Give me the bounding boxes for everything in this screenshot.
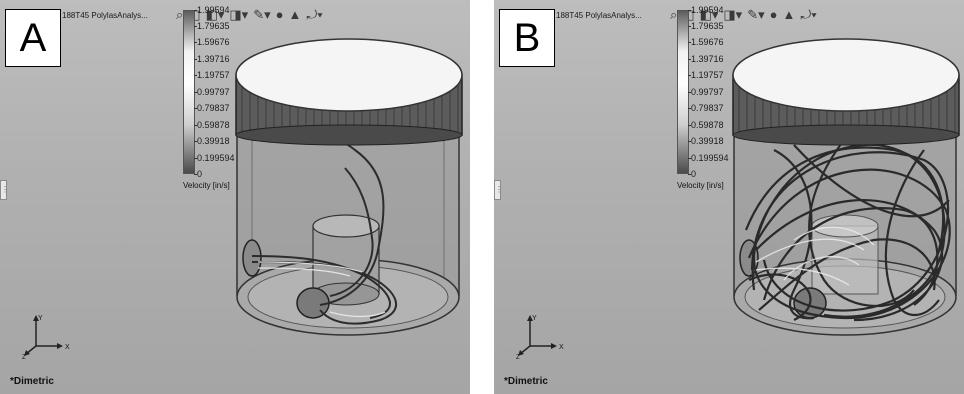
viewport-panel-b[interactable]: B 188T45 PolylasAnalys... ⌕ ◫ ◧▾ ◨▾ ✎▾ ●… [494,0,964,394]
legend-tick: 1.79635 [688,21,724,31]
legend-tick: 1.79635 [194,21,230,31]
rotate-icon[interactable]: ⤾▾ [800,7,817,22]
legend-tick: 0.79837 [194,103,230,113]
legend-tick: 1.59676 [194,37,230,47]
legend-tick: 1.19757 [688,70,724,80]
legend-tick: 0.99797 [194,87,230,97]
zoom-icon[interactable]: ⌕ [176,7,184,22]
legend-tick: 0.199594 [194,153,235,163]
velocity-legend: 1.99594 1.79635 1.59676 1.39716 1.19757 … [183,5,251,198]
legend-tick: 1.39716 [194,54,230,64]
legend-tick: 0 [193,169,203,179]
panel-label: A [5,9,61,67]
axis-y-label: Y [532,315,537,322]
panel-collapse-handle[interactable]: ⋮ [494,180,503,200]
axis-z-label: Z [516,355,520,360]
hide-show-icon[interactable]: ◨▾ [723,7,743,22]
display-style-icon[interactable]: ◧▾ [205,7,225,22]
jar-scene-b[interactable] [494,0,964,394]
zoom-icon[interactable]: ⌕ [670,7,678,22]
inlet-port [242,239,262,277]
rotate-icon[interactable]: ⤾▾ [306,7,323,22]
legend-tick: 1.99594 [194,5,230,15]
lid-top [235,38,463,112]
viewport-panel-a[interactable]: A 188T45 PolylasAnalys... ⌕ ◫ ◧▾ ◨▾ ✎▾ ●… [0,0,470,394]
document-filename: 188T45 PolylasAnalys... [556,11,642,20]
view-orientation-label: *Dimetric [504,376,548,387]
edit-appearance-icon[interactable]: ✎▾ [253,7,271,22]
lid-top [732,38,960,112]
axis-x-label: X [65,344,70,351]
view-settings-icon[interactable]: ▲ [782,7,796,22]
legend-tick: 0.39918 [194,136,230,146]
legend-tick: 0.199594 [688,153,729,163]
legend-tick: 0 [687,169,697,179]
legend-tick: 1.19757 [194,70,230,80]
axis-y-label: Y [38,315,43,322]
jar-scene-a[interactable] [0,0,470,394]
axis-triad: Y X Z [22,315,70,360]
edit-appearance-icon[interactable]: ✎▾ [747,7,765,22]
legend-tick: 0.79837 [688,103,724,113]
apply-scene-icon[interactable]: ● [769,7,778,22]
legend-tick: 1.59676 [688,37,724,47]
legend-tick: 1.99594 [688,5,724,15]
apply-scene-icon[interactable]: ● [275,7,284,22]
velocity-legend: 1.99594 1.79635 1.59676 1.39716 1.19757 … [677,5,745,198]
legend-tick: 0.99797 [688,87,724,97]
hide-show-icon[interactable]: ◨▾ [229,7,249,22]
legend-tick: 0.59878 [194,120,230,130]
panel-collapse-handle[interactable]: ⋮ [0,180,9,200]
legend-tick: 0.39918 [688,136,724,146]
legend-tick: 1.39716 [688,54,724,64]
axis-triad: Y X Z [516,315,564,360]
axis-x-label: X [559,344,564,351]
legend-tick: 0.59878 [688,120,724,130]
heads-up-toolbar: ⌕ ◫ ◧▾ ◨▾ ✎▾ ● ▲ ⤾▾ [670,6,817,24]
panel-label: B [499,9,555,67]
legend-label: Velocity [in/s] [183,181,230,190]
view-orientation-label: *Dimetric [10,376,54,387]
legend-label: Velocity [in/s] [677,181,724,190]
view-settings-icon[interactable]: ▲ [288,7,302,22]
document-filename: 188T45 PolylasAnalys... [62,11,148,20]
axis-z-label: Z [22,355,26,360]
streamlines [744,139,951,322]
display-style-icon[interactable]: ◧▾ [699,7,719,22]
